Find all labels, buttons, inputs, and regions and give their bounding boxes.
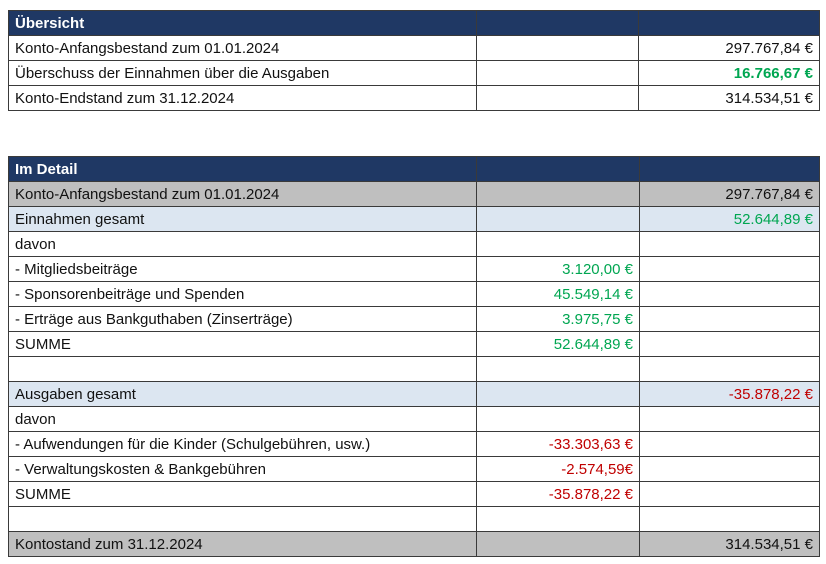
total: -35.878,22 € xyxy=(639,381,820,407)
cell xyxy=(476,231,640,257)
cell xyxy=(476,10,639,36)
total: 314.534,51 € xyxy=(638,85,820,111)
row: davon xyxy=(8,406,820,432)
row: - Aufwendungen für die Kinder (Schulgebü… xyxy=(8,431,820,457)
cell xyxy=(639,231,820,257)
label: SUMME xyxy=(8,331,477,357)
empty-row xyxy=(8,356,820,382)
label: - Verwaltungskosten & Bankgebühren xyxy=(8,456,477,482)
row: Kontostand zum 31.12.2024 314.534,51 € xyxy=(8,531,820,557)
row: - Mitgliedsbeiträge 3.120,00 € xyxy=(8,256,820,282)
label: Konto-Endstand zum 31.12.2024 xyxy=(8,85,477,111)
amount: 3.120,00 € xyxy=(476,256,640,282)
label: davon xyxy=(8,231,477,257)
row: Einnahmen gesamt 52.644,89 € xyxy=(8,206,820,232)
row: Konto-Endstand zum 31.12.2024 314.534,51… xyxy=(8,85,820,111)
total: 52.644,89 € xyxy=(639,206,820,232)
header-row: Im Detail xyxy=(8,156,820,182)
row: Konto-Anfangsbestand zum 01.01.2024 297.… xyxy=(8,35,820,61)
detail-table: Im Detail Konto-Anfangsbestand zum 01.01… xyxy=(8,156,820,557)
row: Ausgaben gesamt -35.878,22 € xyxy=(8,381,820,407)
cell xyxy=(8,356,477,382)
cell xyxy=(639,331,820,357)
cell xyxy=(639,481,820,507)
amount: 3.975,75 € xyxy=(476,306,640,332)
cell xyxy=(476,85,639,111)
cell xyxy=(476,381,640,407)
label: davon xyxy=(8,406,477,432)
label: Ausgaben gesamt xyxy=(8,381,477,407)
cell xyxy=(639,456,820,482)
label: Kontostand zum 31.12.2024 xyxy=(8,531,477,557)
cell xyxy=(639,281,820,307)
row: Überschuss der Einnahmen über die Ausgab… xyxy=(8,60,820,86)
cell xyxy=(8,506,477,532)
cell xyxy=(638,10,820,36)
amount: -35.878,22 € xyxy=(476,481,640,507)
label: Überschuss der Einnahmen über die Ausgab… xyxy=(8,60,477,86)
cell xyxy=(476,356,640,382)
amount: 52.644,89 € xyxy=(476,331,640,357)
total: 297.767,84 € xyxy=(639,181,820,207)
amount: -2.574,59€ xyxy=(476,456,640,482)
cell xyxy=(639,431,820,457)
row: Konto-Anfangsbestand zum 01.01.2024 297.… xyxy=(8,181,820,207)
cell xyxy=(476,35,639,61)
cell xyxy=(476,60,639,86)
label: Konto-Anfangsbestand zum 01.01.2024 xyxy=(8,181,477,207)
total: 16.766,67 € xyxy=(638,60,820,86)
row: - Sponsorenbeiträge und Spenden 45.549,1… xyxy=(8,281,820,307)
cell xyxy=(476,406,640,432)
cell xyxy=(476,206,640,232)
row: SUMME 52.644,89 € xyxy=(8,331,820,357)
header-row: Übersicht xyxy=(8,10,820,36)
total: 297.767,84 € xyxy=(638,35,820,61)
label: - Mitgliedsbeiträge xyxy=(8,256,477,282)
row: davon xyxy=(8,231,820,257)
cell xyxy=(476,506,640,532)
cell xyxy=(639,506,820,532)
cell xyxy=(639,256,820,282)
cell xyxy=(639,356,820,382)
amount: -33.303,63 € xyxy=(476,431,640,457)
row: SUMME -35.878,22 € xyxy=(8,481,820,507)
cell xyxy=(476,156,640,182)
cell xyxy=(639,406,820,432)
total: 314.534,51 € xyxy=(639,531,820,557)
table-title: Übersicht xyxy=(8,10,477,36)
amount: 45.549,14 € xyxy=(476,281,640,307)
table-title: Im Detail xyxy=(8,156,477,182)
label: - Erträge aus Bankguthaben (Zinserträge) xyxy=(8,306,477,332)
row: - Verwaltungskosten & Bankgebühren -2.57… xyxy=(8,456,820,482)
cell xyxy=(476,181,640,207)
label: - Sponsorenbeiträge und Spenden xyxy=(8,281,477,307)
cell xyxy=(639,156,820,182)
label: SUMME xyxy=(8,481,477,507)
label: - Aufwendungen für die Kinder (Schulgebü… xyxy=(8,431,477,457)
label: Einnahmen gesamt xyxy=(8,206,477,232)
cell xyxy=(476,531,640,557)
label: Konto-Anfangsbestand zum 01.01.2024 xyxy=(8,35,477,61)
overview-table: Übersicht Konto-Anfangsbestand zum 01.01… xyxy=(8,10,820,111)
empty-row xyxy=(8,506,820,532)
cell xyxy=(639,306,820,332)
row: - Erträge aus Bankguthaben (Zinserträge)… xyxy=(8,306,820,332)
